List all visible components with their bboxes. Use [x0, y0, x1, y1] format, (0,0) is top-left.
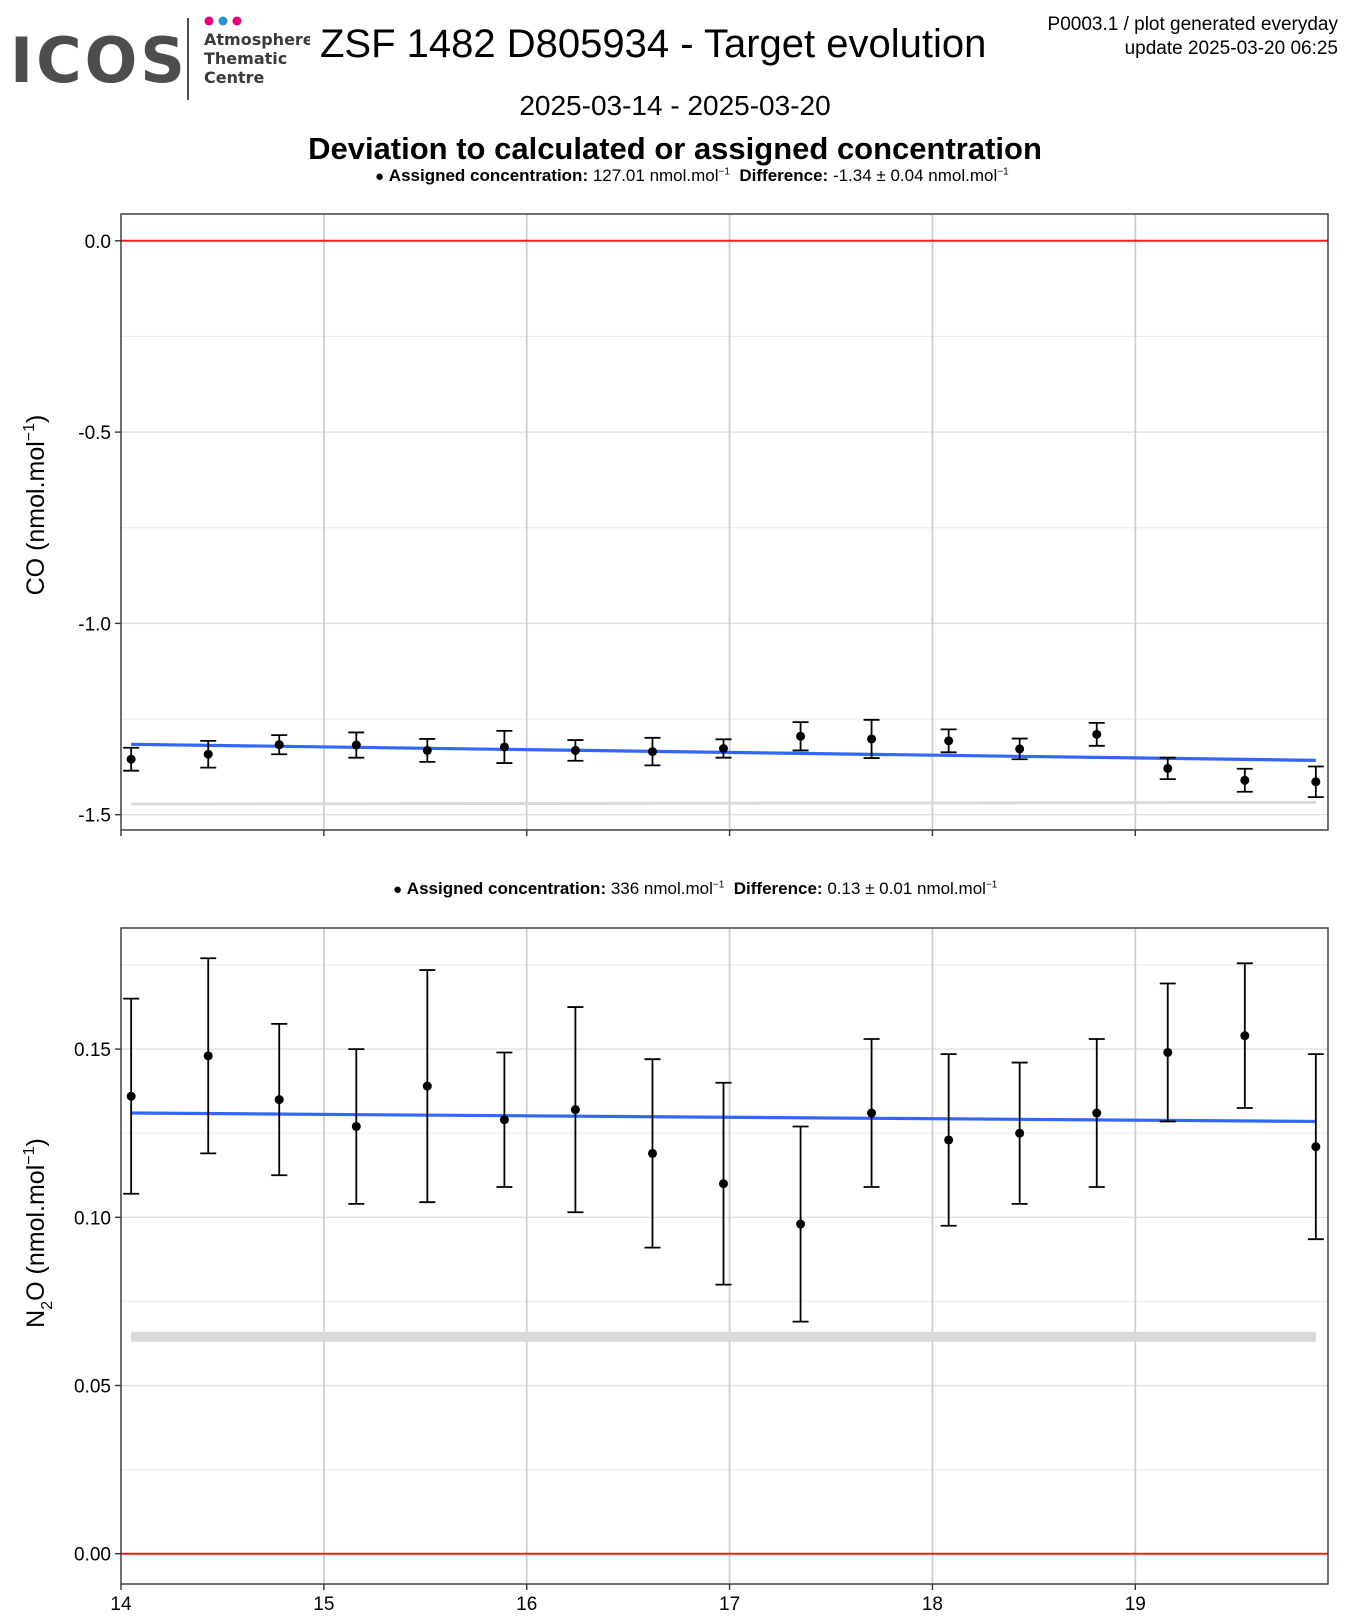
logo-org-line: Atmosphere [204, 30, 310, 49]
n2o-panel-border [120, 927, 1329, 1585]
n2o-x-tick-label: 19 [1125, 1594, 1146, 1615]
n2o-data-point [570, 1105, 580, 1115]
n2o-data-point [1311, 1142, 1321, 1152]
co-data-point [1163, 763, 1173, 773]
co-data-point [718, 744, 728, 754]
co-legend: ● Assigned concentration: 127.01 nmol.mo… [375, 166, 1009, 186]
legend-difference-value: -1.34 ± 0.04 nmol.mol [832, 166, 998, 185]
legend-point-icon: ● [393, 881, 403, 898]
n2o-x-tick-label: 18 [922, 1594, 943, 1615]
n2o-data-point [1092, 1108, 1102, 1118]
icos-logo: ICOS Atmosphere Thematic Centre [10, 16, 310, 100]
co-data-point [570, 745, 580, 755]
logo-dot [232, 16, 242, 26]
n2o-y-tick-label: 0.05 [74, 1377, 111, 1398]
n2o-y-axis-label-exponent: −1 [21, 1146, 38, 1164]
n2o-data-point [351, 1121, 361, 1131]
legend-unit-exponent: −1 [712, 879, 725, 891]
co-y-tick-label: 0.0 [85, 232, 111, 253]
co-data-point [422, 745, 432, 755]
co-data-point [499, 742, 509, 752]
n2o-y-axis-label-tail: O (nmol.mol [22, 1165, 50, 1301]
co-y-tick-label: -1.5 [78, 806, 111, 827]
n2o-chart: N2O (nmol.mol−1) 0.00 0.05 0.10 0.15 14 15 16 1… [21, 927, 1329, 1615]
n2o-data-point [126, 1091, 136, 1101]
n2o-data-point [796, 1219, 806, 1229]
legend-difference-label: Difference: [733, 879, 823, 898]
n2o-data-point [1015, 1128, 1025, 1138]
n2o-y-tick-label: 0.15 [74, 1040, 111, 1061]
co-y-axis-label-exponent: −1 [21, 423, 38, 441]
co-y-axis-label-text: CO (nmol.mol [22, 441, 50, 595]
legend-unit-exponent: −1 [985, 879, 998, 891]
icos-logo-wordmark: ICOS [10, 24, 188, 97]
co-reference-band [131, 800, 1316, 806]
n2o-y-tick-label: 0.00 [74, 1545, 111, 1566]
n2o-x-tick-label: 17 [719, 1594, 740, 1615]
co-data-point [126, 754, 136, 764]
n2o-data-point [1240, 1031, 1250, 1041]
plot-info: P0003.1 / plot generated everyday update… [1048, 13, 1338, 61]
co-data-point [1240, 775, 1250, 785]
section-title: Deviation to calculated or assigned conc… [308, 131, 1042, 166]
n2o-legend: ● Assigned concentration: 336 nmol.mol−1… [393, 879, 997, 899]
logo-dot [204, 16, 214, 26]
update-timestamp: update 2025-03-20 06:25 [1124, 38, 1338, 59]
n2o-data-point [718, 1179, 728, 1189]
co-panel-border [120, 213, 1329, 831]
co-data-point [1311, 777, 1321, 787]
legend-point-icon: ● [375, 168, 385, 185]
co-data-point [944, 736, 954, 746]
logo-dot [218, 16, 228, 26]
n2o-data-point [203, 1051, 213, 1061]
co-y-tick-label: -1.0 [78, 614, 111, 635]
co-y-tick-label: -0.5 [78, 423, 111, 444]
n2o-data-point [1163, 1047, 1173, 1057]
legend-assigned-value: 336 nmol.mol [610, 879, 713, 898]
co-data-point [796, 731, 806, 741]
n2o-x-tick-label: 14 [110, 1594, 132, 1615]
co-y-axis-label-tail: ) [22, 415, 50, 423]
logo-org-line: Centre [204, 68, 265, 87]
legend-difference-label: Difference: [739, 166, 829, 185]
co-data-point [1092, 729, 1102, 739]
co-data-point [867, 734, 877, 744]
n2o-data-point [422, 1081, 432, 1091]
n2o-y-tick-label: 0.10 [74, 1208, 111, 1229]
logo-org-line: Thematic [204, 49, 287, 68]
co-data-point [203, 749, 213, 759]
co-data-point [351, 740, 361, 750]
co-chart: CO (nmol.mol−1) 0.0-0.5-1.0-1.5141516171… [21, 213, 1329, 836]
legend-unit-exponent: −1 [997, 166, 1009, 178]
legend-assigned-value: 127.01 nmol.mol [592, 166, 719, 185]
co-data-point [1015, 744, 1025, 754]
page-title: ZSF 1482 D805934 - Target evolution [320, 22, 987, 66]
n2o-y-axis-label-text: N [22, 1310, 50, 1328]
legend-assigned-label: Assigned concentration: [388, 166, 589, 185]
n2o-data-point [499, 1115, 509, 1125]
n2o-data-point [647, 1148, 657, 1158]
n2o-x-tick-label: 15 [313, 1594, 334, 1615]
co-data-point [647, 747, 657, 757]
n2o-y-axis-label-end: ) [22, 1138, 50, 1146]
legend-unit-exponent: −1 [718, 166, 730, 178]
date-range: 2025-03-14 - 2025-03-20 [519, 90, 831, 121]
n2o-data-point [867, 1108, 877, 1118]
n2o-x-tick-label: 16 [516, 1594, 537, 1615]
plot-id: P0003.1 / plot generated everyday [1047, 14, 1338, 35]
legend-assigned-label: Assigned concentration: [406, 879, 607, 898]
co-y-axis-label: CO (nmol.mol−1) [21, 415, 50, 596]
co-data-point [274, 740, 284, 750]
n2o-data-point [274, 1095, 284, 1105]
legend-difference-value: 0.13 ± 0.01 nmol.mol [827, 879, 986, 898]
n2o-data-point [944, 1135, 954, 1145]
n2o-y-axis-label: N2O (nmol.mol−1) [21, 1138, 56, 1328]
n2o-y-axis-label-subscript: 2 [39, 1301, 56, 1310]
